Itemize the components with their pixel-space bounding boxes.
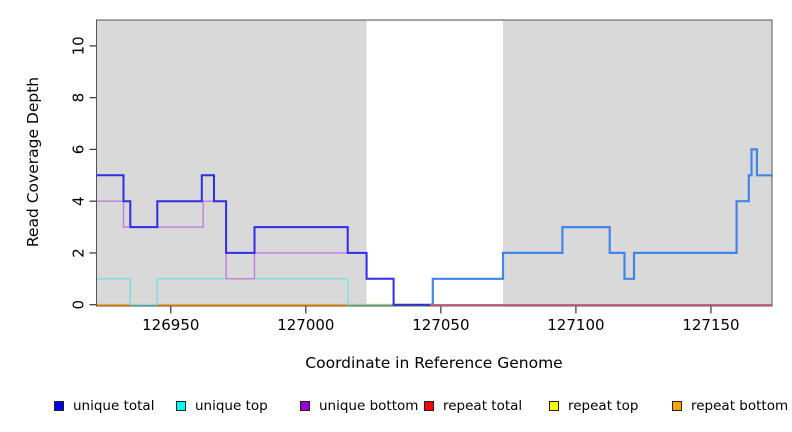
x-tick-label: 127100 [547, 316, 604, 334]
series-line-unique-total-left-of-breakpoint- [96, 174, 431, 306]
x-tick-label: 126950 [142, 316, 199, 334]
axes-layer: 126950 127000 127050 127100 127150 0 2 4 6 8 10 [70, 36, 740, 334]
x-axis-title: Coordinate in Reference Genome [305, 354, 563, 372]
x-tick-label: 127050 [412, 316, 469, 334]
y-tick-label: 8 [70, 93, 88, 103]
y-tick-label: 0 [70, 300, 88, 310]
y-tick-label: 4 [70, 196, 88, 206]
series-layer [96, 148, 772, 306]
x-tick-label: 127000 [277, 316, 334, 334]
highlight-band [366, 20, 503, 307]
series-line-unique-total-right-of-breakpoint- [430, 148, 772, 306]
y-axis-title: Read Coverage Depth [24, 76, 42, 248]
y-tick-label: 6 [70, 145, 88, 155]
series-line-unique-top [96, 278, 431, 306]
plot-border [96, 19, 773, 307]
y-tick-label: 2 [70, 248, 88, 258]
y-tick-label: 10 [70, 36, 88, 55]
x-tick-label: 127150 [682, 316, 739, 334]
